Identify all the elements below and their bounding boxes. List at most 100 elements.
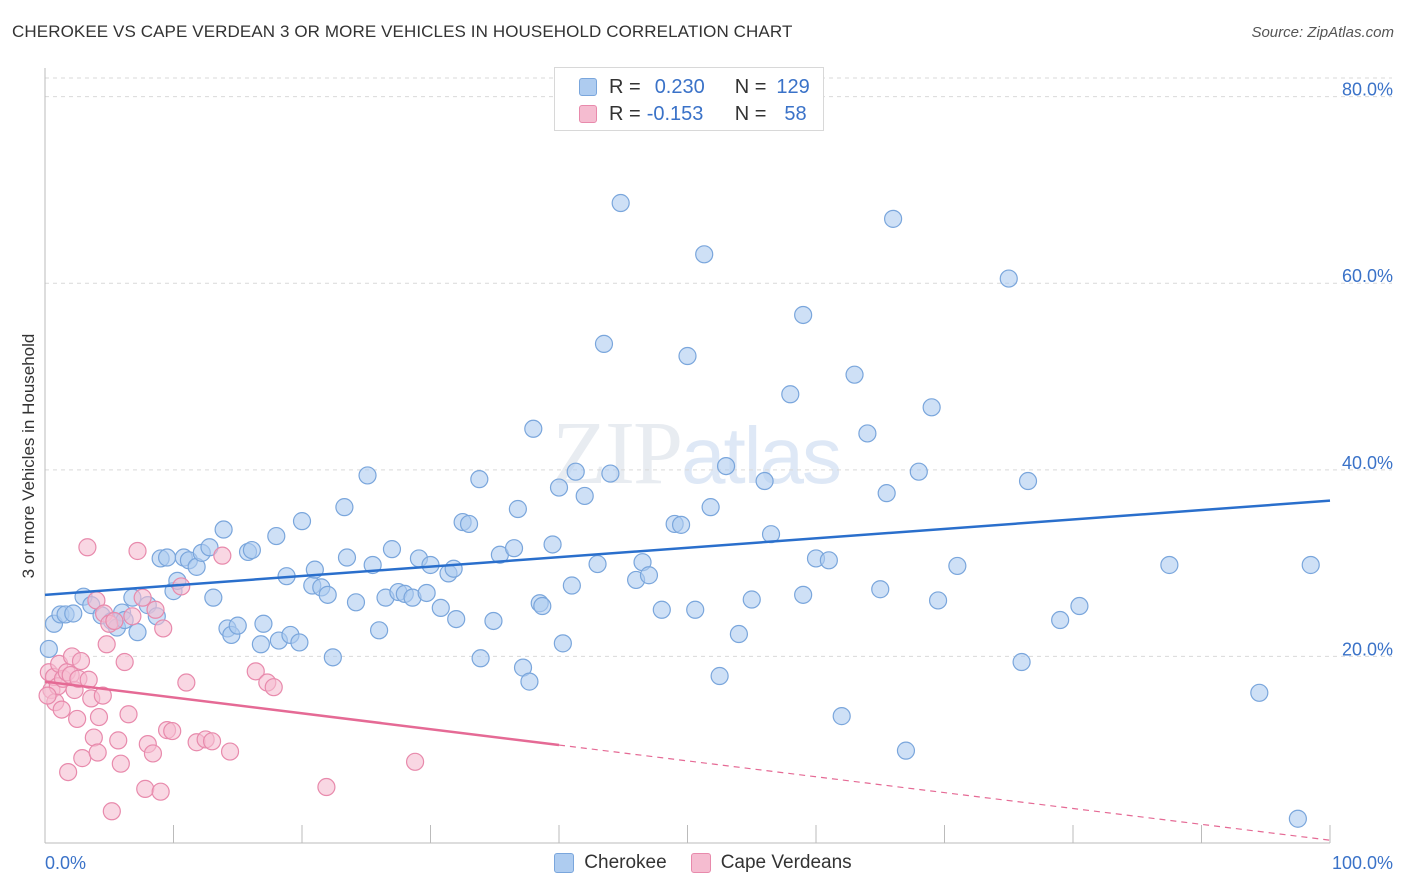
cherokee-point <box>575 486 594 506</box>
cherokee-point <box>928 591 948 610</box>
cherokee-point <box>611 193 630 213</box>
cape-verdean-point <box>264 678 283 697</box>
cherokee-point <box>1051 610 1070 630</box>
cape-verdean-point <box>52 700 71 719</box>
cape-verdean-point <box>146 600 165 619</box>
cape-verdeans-swatch <box>579 105 597 123</box>
cherokee-point <box>157 548 177 567</box>
cherokee-point <box>382 540 402 559</box>
cherokee-point <box>417 583 436 603</box>
cape-verdean-point <box>78 538 97 557</box>
cherokee-point <box>200 538 219 557</box>
y-tick-label: 20.0% <box>1342 639 1393 659</box>
legend-item-cherokee[interactable]: Cherokee <box>554 852 667 874</box>
cherokee-point <box>533 596 552 616</box>
legend-item-cape-verdeans[interactable]: Cape Verdeans <box>690 852 852 874</box>
cape-verdean-point <box>151 782 170 801</box>
cherokee-point <box>678 346 697 366</box>
cherokee-point <box>652 600 671 619</box>
cherokee-point <box>883 209 903 228</box>
legend-r-label: R = <box>609 102 641 125</box>
cherokee-point <box>566 462 585 481</box>
cherokee-point <box>471 649 490 668</box>
cape-verdean-point <box>136 779 155 798</box>
cherokee-point <box>794 305 813 325</box>
cherokee-point <box>671 515 691 534</box>
cherokee-point <box>1288 809 1307 828</box>
legend-n-label: N = <box>734 102 767 125</box>
cherokee-point <box>204 588 223 607</box>
cherokee-point <box>1160 555 1179 575</box>
cherokee-point <box>251 635 270 654</box>
cape-verdean-point <box>93 686 112 705</box>
cherokee-point <box>484 611 503 631</box>
cape-verdean-point <box>177 673 196 692</box>
cape-verdean-point <box>73 749 92 768</box>
cherokee-point <box>794 585 813 604</box>
cape-verdean-point <box>71 651 91 671</box>
cherokee-point <box>370 621 389 640</box>
cape-verdean-trend-line <box>44 680 560 747</box>
cherokee-point <box>290 633 309 652</box>
cherokee-point <box>242 540 261 560</box>
cherokee-point <box>819 551 838 570</box>
cherokee-point <box>871 580 890 599</box>
cherokee-point <box>729 624 749 644</box>
cherokee-point <box>549 478 569 497</box>
cape-verdean-point <box>84 728 103 747</box>
x-tick-label: 0.0% <box>45 853 86 873</box>
cherokee-point <box>335 498 354 517</box>
cherokee-point <box>1301 555 1320 575</box>
cherokee-point <box>267 526 286 546</box>
cherokee-point <box>318 585 337 604</box>
cherokee-point <box>553 634 572 653</box>
cherokee-point <box>431 598 450 618</box>
cape-verdean-point <box>143 744 163 763</box>
cherokee-point <box>1070 596 1089 616</box>
legend-n-label: N = <box>734 75 767 98</box>
series-legend: Cherokee Cape Verdeans <box>0 852 1406 874</box>
cape-verdean-point <box>68 709 87 729</box>
watermark-zip: ZIP <box>552 404 683 503</box>
cape-verdean-point <box>317 777 336 797</box>
source-label: Source: ZipAtlas.com <box>1251 24 1394 41</box>
cape-verdean-point <box>105 611 124 631</box>
cherokee-point <box>845 365 864 384</box>
cape-verdean-point <box>89 707 109 727</box>
cherokee-point <box>459 514 479 534</box>
cape-verdean-point <box>405 752 425 771</box>
cherokee-point <box>742 590 761 609</box>
cherokee-point <box>832 707 851 726</box>
cherokee-point <box>228 616 247 635</box>
cherokee-point <box>639 566 659 585</box>
cherokee-point <box>710 666 729 686</box>
legend-label-cherokee: Cherokee <box>584 852 667 873</box>
cape-verdean-point <box>119 705 138 724</box>
x-tick-label: 100.0% <box>1332 853 1393 873</box>
cherokee-point <box>948 556 967 576</box>
cape-verdean-point <box>213 546 232 565</box>
cape-verdean-point <box>102 802 121 821</box>
cherokee-point <box>214 520 233 539</box>
legend-label-cape-verdeans: Cape Verdeans <box>720 852 852 873</box>
legend-n-value: 129 <box>776 75 810 98</box>
cherokee-point <box>781 385 800 404</box>
cherokee-point <box>999 269 1018 288</box>
cherokee-point <box>562 576 581 595</box>
cherokee-point <box>686 600 705 619</box>
cape-verdean-point <box>246 662 265 681</box>
cherokee-point <box>337 548 357 567</box>
cherokee-point <box>39 639 58 659</box>
cape-verdean-point <box>111 754 130 773</box>
cherokee-point <box>1012 652 1031 672</box>
legend-n-value: 58 <box>784 102 807 125</box>
y-tick-label: 40.0% <box>1342 453 1393 473</box>
cherokee-point <box>896 741 916 760</box>
cherokee-point <box>323 648 342 667</box>
cape-verdean-point <box>123 607 142 626</box>
cherokee-point <box>909 462 928 481</box>
cherokee-point <box>444 559 463 578</box>
cape-verdean-trend-line-extension <box>558 744 1331 841</box>
legend-r-label: R = <box>609 75 641 98</box>
y-tick-label: 80.0% <box>1342 80 1393 100</box>
